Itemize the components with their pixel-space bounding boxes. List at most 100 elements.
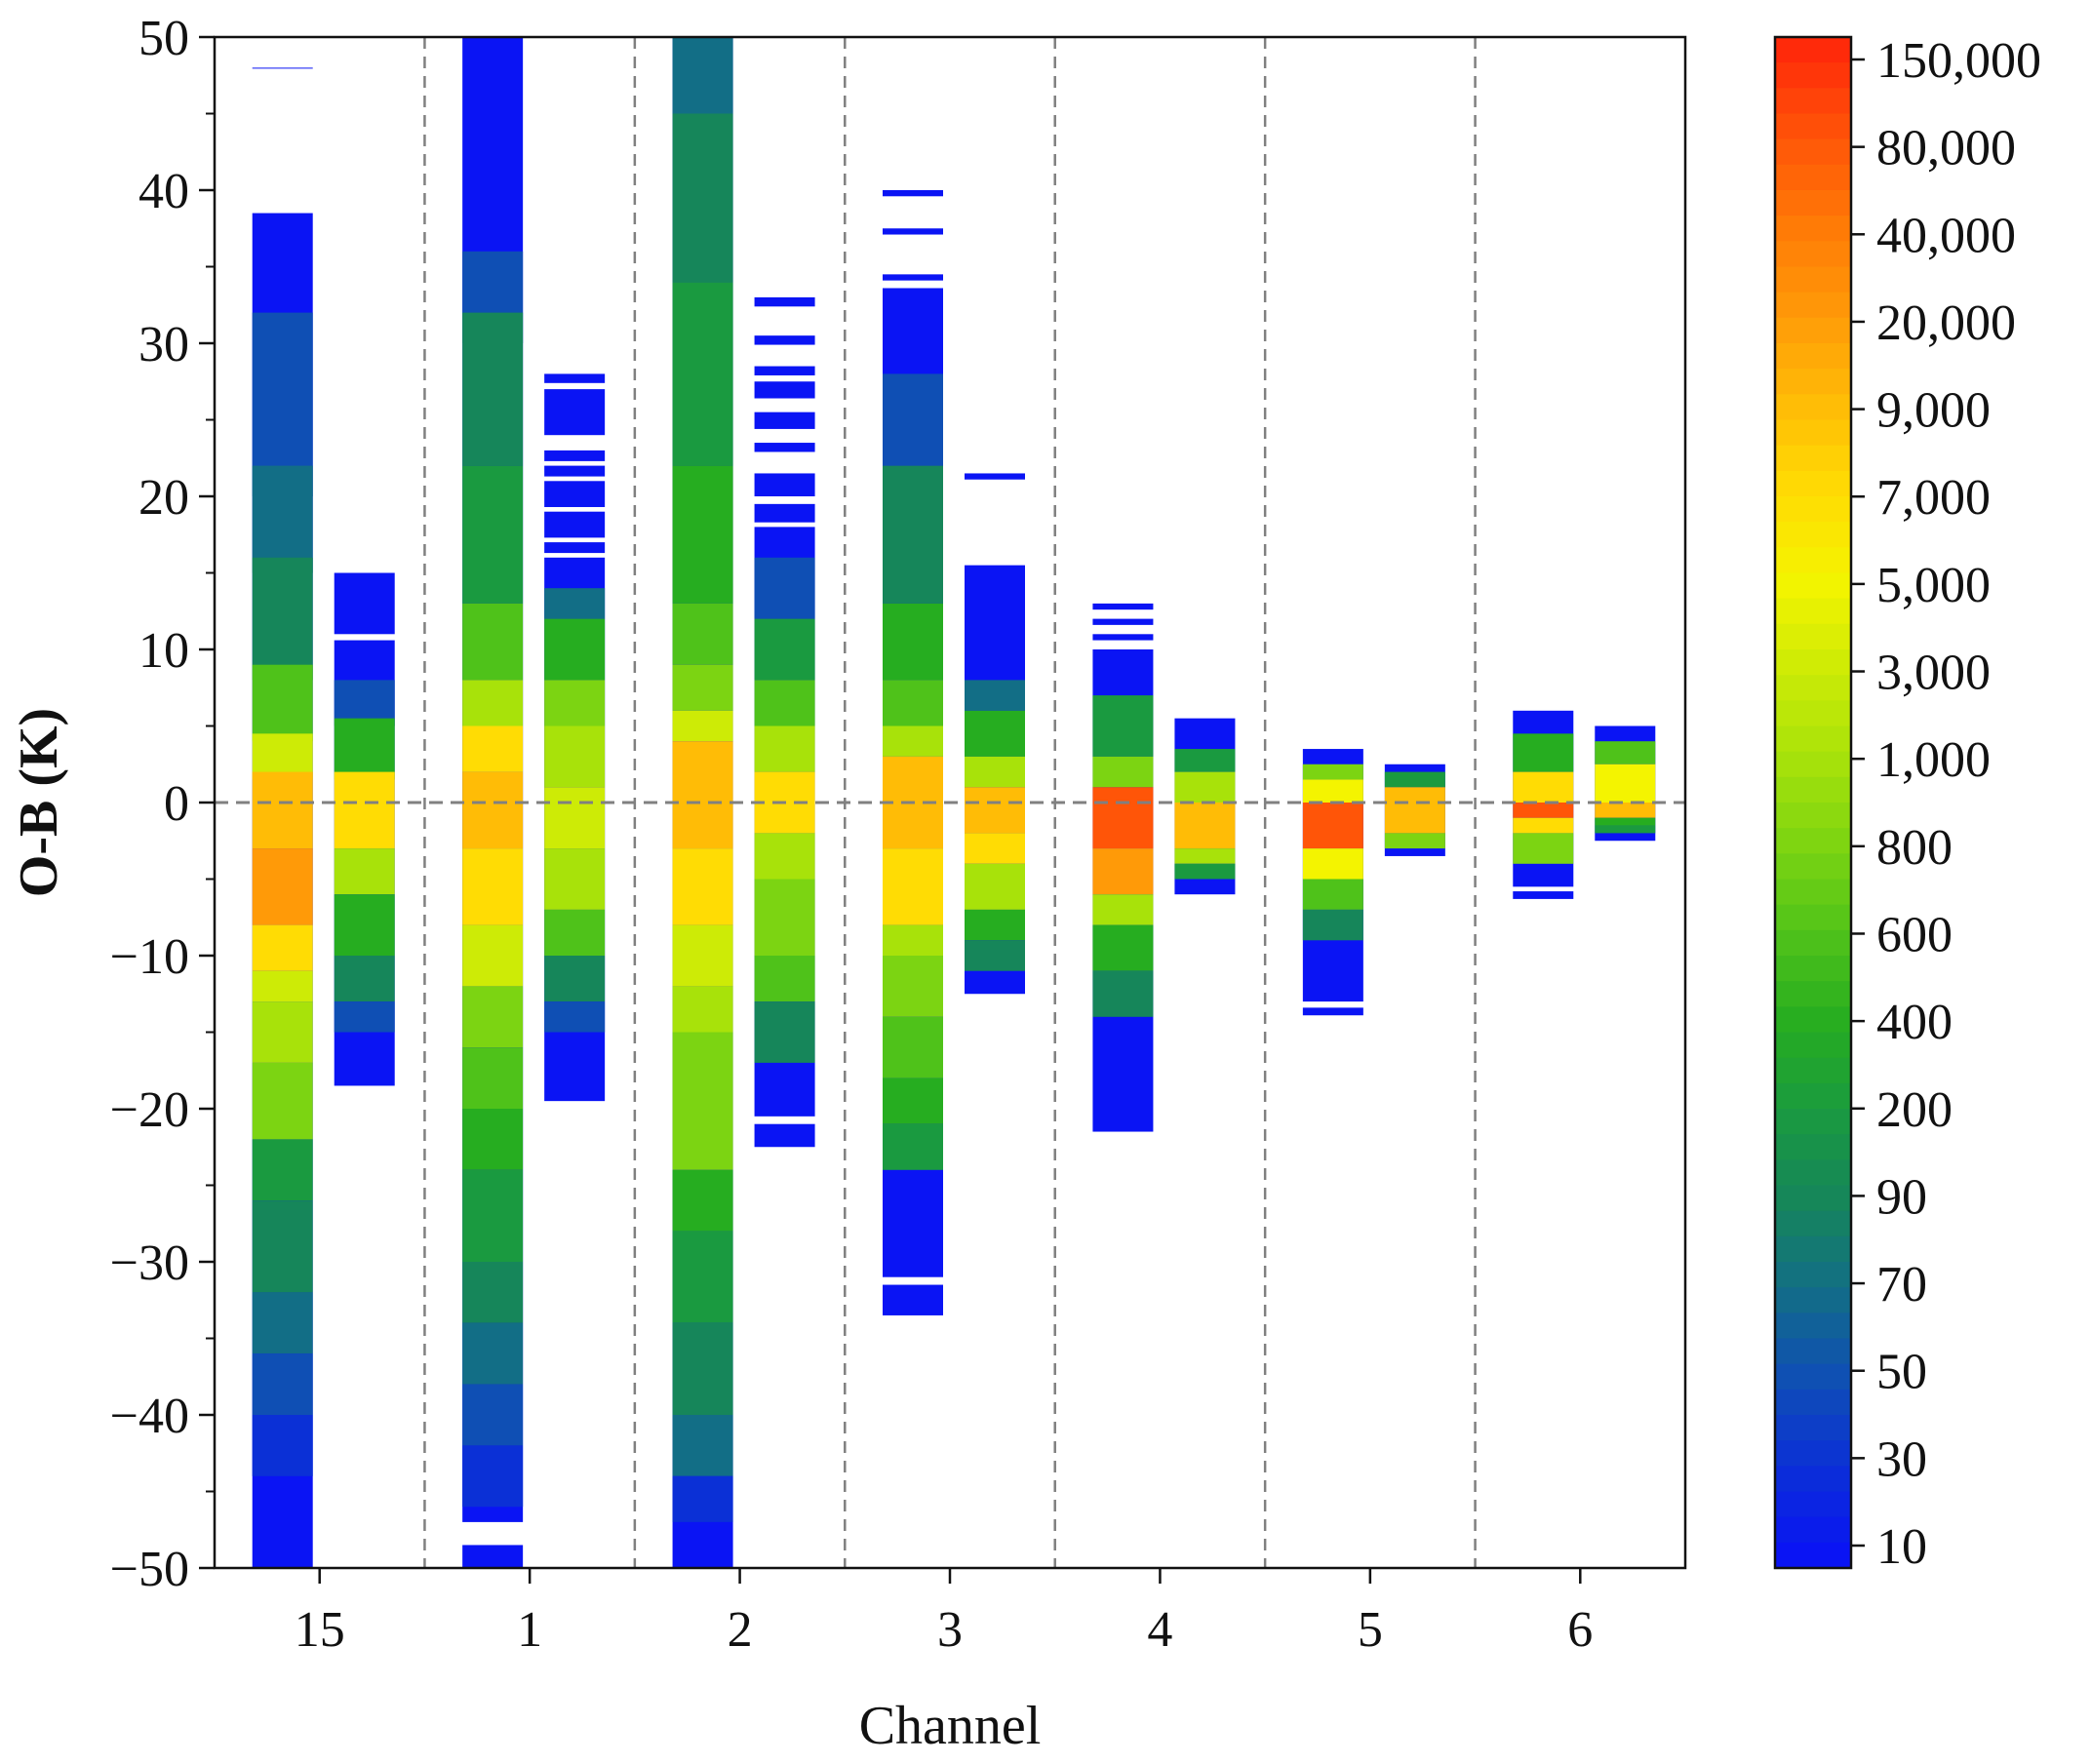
ob-band bbox=[672, 465, 733, 604]
ob-band bbox=[1174, 771, 1236, 803]
y-tick-label: −10 bbox=[110, 929, 189, 985]
ob-band bbox=[1513, 833, 1574, 864]
ob-band bbox=[252, 1353, 313, 1415]
ob-band bbox=[544, 848, 606, 910]
ob-band bbox=[252, 924, 313, 971]
ob-band bbox=[883, 848, 943, 925]
y-tick-label: 0 bbox=[164, 776, 189, 832]
colorbar-segment bbox=[1775, 929, 1851, 957]
ob-band bbox=[1595, 817, 1656, 826]
ob-band bbox=[1595, 741, 1656, 764]
ob-band bbox=[883, 1123, 943, 1170]
ob-band bbox=[672, 664, 733, 711]
ob-band bbox=[883, 228, 943, 235]
ob-band bbox=[1513, 817, 1574, 834]
ob-band bbox=[754, 412, 815, 429]
colorbar-tick-label: 600 bbox=[1876, 907, 1953, 962]
ob-band bbox=[334, 848, 395, 895]
ob-band bbox=[462, 1047, 524, 1109]
x-tick-label: 6 bbox=[1567, 1602, 1593, 1658]
ob-band bbox=[754, 1001, 815, 1063]
colorbar-segment bbox=[1775, 1389, 1851, 1416]
ob-band bbox=[672, 282, 733, 466]
ob-band bbox=[883, 725, 943, 757]
y-tick-label: −40 bbox=[110, 1389, 189, 1444]
ob-band bbox=[754, 473, 815, 496]
ob-band bbox=[965, 940, 1025, 971]
ob-band bbox=[544, 680, 606, 726]
ob-band bbox=[462, 1262, 524, 1323]
colorbar-segment bbox=[1775, 1159, 1851, 1187]
ob-band bbox=[1595, 825, 1656, 834]
ob-band bbox=[883, 956, 943, 1017]
colorbar-segment bbox=[1775, 216, 1851, 242]
colorbar-segment bbox=[1775, 266, 1851, 294]
colorbar-tick-label: 80,000 bbox=[1876, 121, 2016, 176]
colorbar-segment bbox=[1775, 956, 1851, 982]
colorbar-segment bbox=[1775, 1109, 1851, 1135]
colorbar-segment bbox=[1775, 241, 1851, 268]
ob-band bbox=[462, 986, 524, 1048]
colorbar-segment bbox=[1775, 164, 1851, 191]
ob-band bbox=[252, 970, 313, 1002]
ob-band bbox=[754, 833, 815, 880]
ob-band bbox=[883, 603, 943, 681]
ob-band bbox=[544, 618, 606, 681]
ob-band bbox=[754, 503, 815, 523]
ob-band bbox=[334, 1001, 395, 1033]
ob-band bbox=[544, 725, 606, 788]
colorbar-segment bbox=[1775, 828, 1851, 854]
ob-band bbox=[754, 296, 815, 307]
colorbar-tick-label: 7,000 bbox=[1876, 470, 1991, 526]
colorbar-segment bbox=[1775, 1313, 1851, 1340]
colorbar-segment bbox=[1775, 803, 1851, 829]
x-axis-title: Channel bbox=[859, 1696, 1042, 1756]
y-tick-label: 40 bbox=[138, 164, 189, 219]
ob-band bbox=[544, 481, 606, 507]
ob-band bbox=[883, 680, 943, 726]
colorbar-segment bbox=[1775, 1287, 1851, 1313]
colorbar-segment bbox=[1775, 470, 1851, 497]
colorbar-tick-label: 800 bbox=[1876, 820, 1953, 876]
ob-band bbox=[544, 389, 606, 436]
ob-band bbox=[334, 572, 395, 635]
colorbar-segment bbox=[1775, 904, 1851, 931]
x-tick-label: 15 bbox=[295, 1602, 345, 1658]
ob-band bbox=[544, 909, 606, 956]
ob-band bbox=[965, 710, 1025, 757]
colorbar-segment bbox=[1775, 1006, 1851, 1034]
x-tick-label: 2 bbox=[728, 1602, 753, 1658]
colorbar-segment bbox=[1775, 419, 1851, 447]
colorbar-segment bbox=[1775, 190, 1851, 216]
ob-band bbox=[672, 741, 733, 849]
colorbar-segment bbox=[1775, 1415, 1851, 1441]
ob-band bbox=[672, 1415, 733, 1476]
colorbar-segment bbox=[1775, 776, 1851, 804]
ob-band bbox=[462, 1445, 524, 1508]
colorbar-segment bbox=[1775, 1032, 1851, 1059]
ob-band bbox=[883, 1078, 943, 1124]
ob-band bbox=[883, 1016, 943, 1078]
colorbar-segment bbox=[1775, 853, 1851, 881]
colorbar-tick-label: 200 bbox=[1876, 1082, 1953, 1138]
colorbar-segment bbox=[1775, 292, 1851, 319]
ob-band bbox=[334, 771, 395, 849]
ob-band bbox=[1174, 749, 1236, 772]
ob-band bbox=[1092, 634, 1154, 641]
colorbar-segment bbox=[1775, 1082, 1851, 1110]
colorbar-segment bbox=[1775, 1338, 1851, 1365]
y-axis-title: O-B (K) bbox=[9, 708, 69, 897]
colorbar-tick-label: 1,000 bbox=[1876, 732, 1991, 788]
colorbar-segment bbox=[1775, 751, 1851, 778]
colorbar-segment bbox=[1775, 37, 1851, 63]
ob-band bbox=[754, 618, 815, 681]
ob-band bbox=[252, 557, 313, 681]
ob-band bbox=[1513, 803, 1574, 818]
ob-band bbox=[252, 664, 313, 742]
ob-band bbox=[252, 1292, 313, 1354]
ob-band bbox=[883, 924, 943, 956]
ob-band bbox=[252, 1200, 313, 1293]
colorbar-segment bbox=[1775, 1466, 1851, 1493]
ob-band bbox=[754, 879, 815, 956]
ob-band bbox=[462, 1545, 524, 1568]
